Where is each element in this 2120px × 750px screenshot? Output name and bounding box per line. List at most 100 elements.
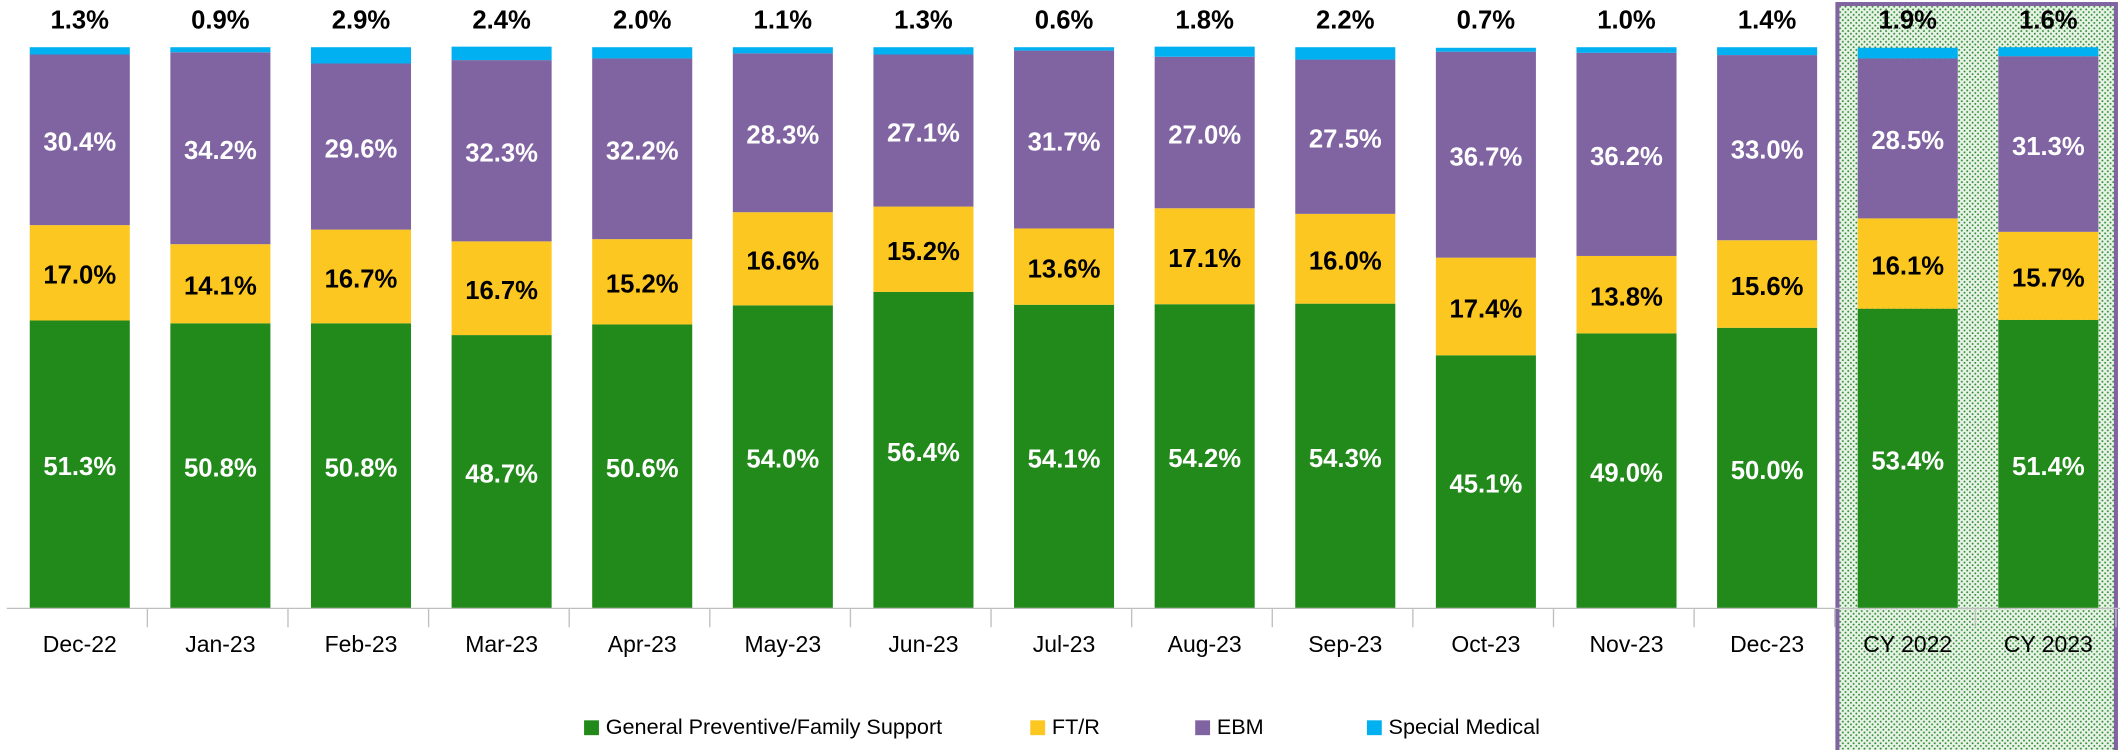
bar-segment [873,54,974,207]
data-label: 0.6% [1035,6,1094,34]
bar-segment [451,46,552,61]
data-label: 54.0% [746,446,819,474]
data-label: 33.0% [1731,137,1804,165]
data-label: 50.8% [184,455,257,483]
data-label: 2.2% [1316,6,1375,34]
bar-segment [1014,47,1115,51]
bar-segment [1717,47,1818,56]
bar-segment [29,320,130,609]
bar-segment [1576,47,1677,53]
data-label: 15.6% [1731,273,1804,301]
bar-segment [873,291,974,609]
bar-segment [1435,51,1536,258]
data-label: 27.1% [887,119,960,147]
bar-segment [873,206,974,292]
bar-segment [1295,213,1396,304]
bar-segment [732,47,833,54]
bar-segment [1857,47,1958,59]
data-label: 2.4% [472,6,531,34]
data-label: 29.6% [325,135,398,163]
data-label: 15.2% [887,238,960,266]
bar-segment [310,229,412,324]
bar-segment [1435,355,1536,609]
bar-segment [170,52,271,245]
data-label: 49.0% [1590,460,1663,488]
data-label: 32.2% [606,138,679,166]
data-label: 15.2% [606,271,679,299]
data-label: 31.7% [1028,128,1101,156]
data-label: 50.6% [606,455,679,483]
bar-segment [1154,208,1255,305]
bar-segment [310,323,412,609]
bar-segment [732,53,833,213]
bar-segment [451,335,552,609]
data-label: 56.4% [887,439,960,467]
x-tick-label: CY 2023 [2004,631,2093,657]
data-label: 16.1% [1871,252,1944,280]
data-label: 16.7% [465,277,538,305]
bar-segment [1717,240,1818,328]
data-label: 45.1% [1449,471,1522,499]
data-label: 28.3% [746,122,819,150]
bar-segment [1998,231,2099,320]
bar-segment [1857,218,1958,309]
x-tick-label: Nov-23 [1589,631,1663,657]
bar-segment [170,244,271,324]
legend-label: EBM [1217,714,1264,739]
legend-swatch [1195,720,1211,736]
legend-label: Special Medical [1389,714,1540,739]
bar-segment [1295,303,1396,609]
data-label: 53.4% [1871,447,1944,475]
legend-swatch [1030,720,1046,736]
data-label: 30.4% [43,129,116,157]
legend-label: FT/R [1052,714,1100,739]
bar-segment [1717,55,1818,241]
data-label: 1.6% [2019,6,2078,34]
data-label: 16.7% [325,265,398,293]
legend-label: General Preventive/Family Support [606,714,942,739]
bar-segment [310,47,412,64]
bar-segment [1998,319,2099,609]
data-label: 48.7% [465,461,538,489]
data-label: 2.0% [613,6,672,34]
bar-segment [732,305,833,609]
bar-segment [1717,327,1818,609]
bar-segment [1154,304,1255,609]
bar-segment [29,47,130,55]
x-tick-label: Apr-23 [608,631,677,657]
data-label: 1.3% [894,6,953,34]
data-label: 1.9% [1878,6,1937,34]
data-label: 50.0% [1731,457,1804,485]
bar-segment [170,47,271,53]
bar-segment [310,63,412,230]
legend-swatch [1366,720,1382,736]
bar-segment [29,225,130,321]
bar-segment [592,47,693,59]
bar-segment [732,212,833,306]
data-label: 51.4% [2012,453,2085,481]
data-label: 50.8% [325,455,398,483]
data-label: 17.1% [1168,245,1241,273]
bar-segment [451,60,552,242]
data-label: 15.7% [2012,265,2085,293]
x-tick-label: Jun-23 [888,631,958,657]
x-tick-label: Sep-23 [1308,631,1382,657]
data-label: 1.3% [51,6,110,34]
data-label: 27.0% [1168,121,1241,149]
data-label: 54.3% [1309,445,1382,473]
data-label: 1.8% [1175,6,1234,34]
x-tick-label: Oct-23 [1451,631,1520,657]
data-label: 0.7% [1457,6,1516,34]
data-label: 27.5% [1309,126,1382,154]
bar-segment [1014,228,1115,305]
bar-segment [1014,50,1115,229]
bar-segment [592,324,693,609]
bar-segment [592,239,693,325]
bar-segment [1154,56,1255,209]
data-label: 17.0% [43,262,116,290]
bar-segment [1154,46,1255,57]
bar-segment [1998,56,2099,232]
data-label: 1.4% [1738,6,1797,34]
